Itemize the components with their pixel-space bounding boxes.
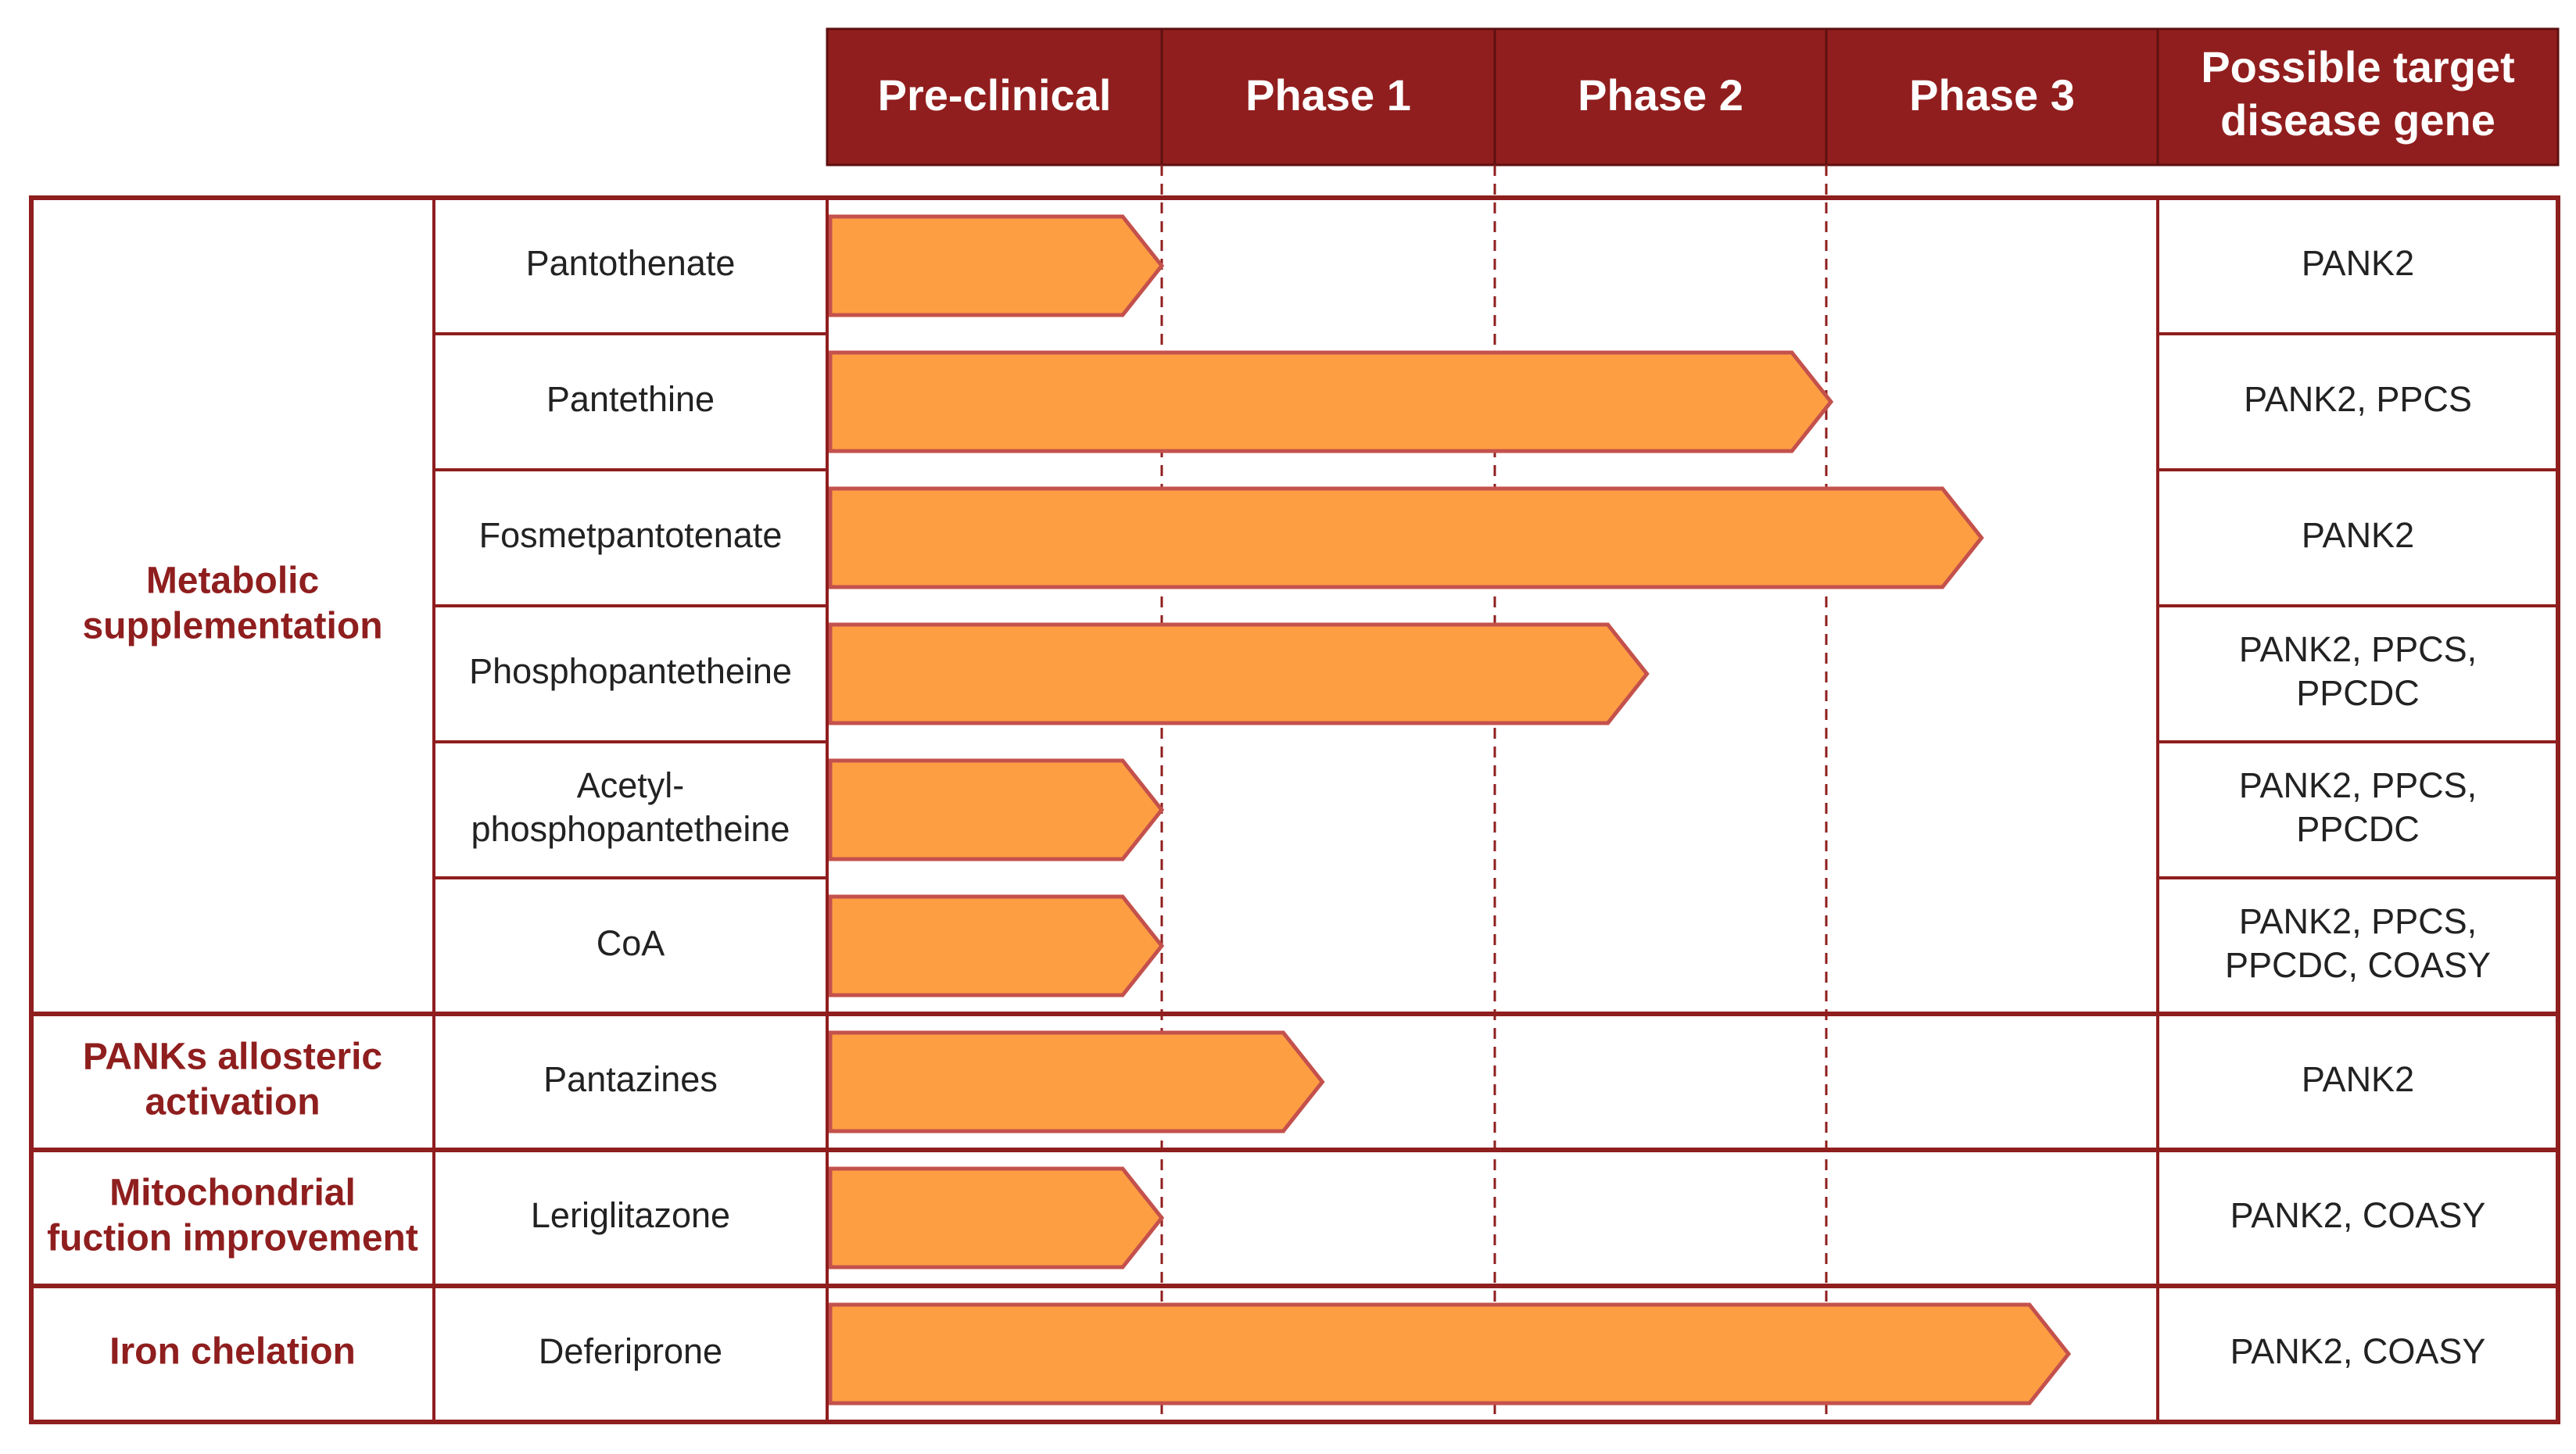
target-gene: PANK2, COASY <box>2230 1331 2486 1371</box>
header-target-cell <box>2156 27 2560 167</box>
drug-name: Leriglitazone <box>531 1195 730 1235</box>
progress-arrow <box>828 758 1165 861</box>
target-gene: PANK2 <box>2302 243 2414 283</box>
header-target-label: disease gene <box>2220 95 2495 145</box>
target-gene: PANK2, PPCS, <box>2239 629 2477 669</box>
header-stage-label: Phase 1 <box>1245 70 1411 120</box>
target-gene: PANK2 <box>2302 515 2414 555</box>
header-stage-label: Phase 3 <box>1909 70 2075 120</box>
target-gene: PANK2, PPCS, <box>2239 901 2477 941</box>
drug-name: Pantazines <box>543 1059 718 1099</box>
target-gene: PANK2, PPCS, <box>2239 765 2477 805</box>
drug-name: CoA <box>597 923 665 963</box>
progress-arrow <box>828 894 1165 997</box>
target-gene: PANK2, PPCS <box>2244 379 2472 419</box>
header-stage-cell <box>1825 27 2159 167</box>
target-gene: PPCDC <box>2296 809 2420 849</box>
header-stage-label: Phase 2 <box>1578 70 1743 120</box>
progress-arrow <box>828 486 1984 589</box>
header-stage-cell <box>1160 27 1496 167</box>
header-target-label: Possible target <box>2201 42 2514 91</box>
progress-arrow <box>828 1302 2072 1406</box>
category-label: fuction improvement <box>47 1218 418 1259</box>
drug-name: Pantethine <box>546 379 715 419</box>
drug-name: Deferiprone <box>539 1331 722 1371</box>
category-label: Mitochondrial <box>109 1173 356 1214</box>
table-frame <box>29 195 2560 1424</box>
target-gene: PPCDC, COASY <box>2225 945 2491 985</box>
category-label: supplementation <box>82 606 382 647</box>
drug-name: Pantothenate <box>526 243 736 283</box>
drug-name: Acetyl- <box>577 765 685 805</box>
progress-arrow <box>828 1030 1325 1133</box>
category-label: PANKs allosteric <box>83 1037 382 1078</box>
header-stage-cell <box>826 27 1163 167</box>
category-label: Metabolic <box>146 560 319 602</box>
drug-name: Phosphopantetheine <box>469 651 792 691</box>
progress-arrow <box>828 350 1834 453</box>
category-label: activation <box>145 1082 320 1123</box>
drug-name: Fosmetpantotenate <box>479 515 783 555</box>
target-gene: PPCDC <box>2296 673 2420 713</box>
progress-arrow <box>828 1166 1165 1270</box>
progress-arrow <box>828 622 1650 725</box>
header-stage-cell <box>1493 27 1828 167</box>
drug-name: phosphopantetheine <box>471 809 790 849</box>
target-gene: PANK2 <box>2302 1059 2414 1099</box>
category-label: Iron chelation <box>109 1331 356 1373</box>
header-stage-label: Pre-clinical <box>878 70 1112 120</box>
target-gene: PANK2, COASY <box>2230 1195 2486 1235</box>
progress-arrow <box>828 214 1165 317</box>
